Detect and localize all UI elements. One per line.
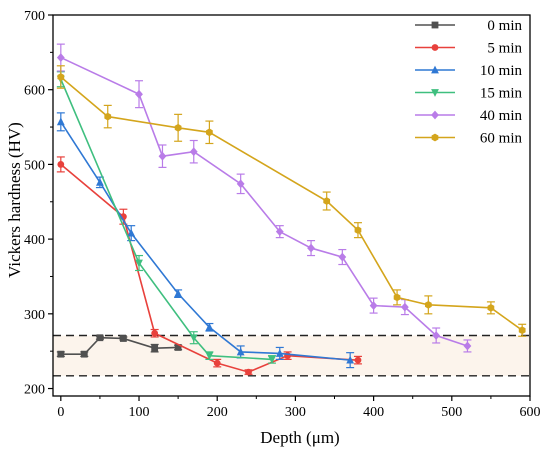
data-point bbox=[80, 350, 88, 358]
x-axis-label: Depth (μm) bbox=[260, 428, 339, 447]
y-axis-label: Vickers hardness (HV) bbox=[5, 122, 24, 278]
data-point bbox=[174, 289, 183, 298]
data-point bbox=[189, 147, 198, 157]
data-point bbox=[432, 331, 441, 340]
data-point bbox=[57, 161, 65, 168]
data-point bbox=[56, 117, 65, 126]
data-point bbox=[205, 322, 214, 331]
y-tick-label: 700 bbox=[24, 9, 45, 24]
series-0 bbox=[56, 334, 183, 358]
y-tick-label: 200 bbox=[24, 383, 45, 398]
data-point bbox=[57, 73, 65, 81]
series-line bbox=[60, 56, 468, 347]
data-point bbox=[135, 259, 143, 268]
data-point bbox=[400, 302, 409, 312]
data-point bbox=[206, 128, 213, 137]
data-point bbox=[354, 226, 362, 235]
legend-label: 10 min bbox=[480, 63, 523, 79]
legend-marker bbox=[431, 44, 439, 51]
legend-item-0: 0 min bbox=[415, 18, 522, 34]
series-5 bbox=[56, 65, 527, 337]
data-point bbox=[346, 355, 355, 364]
legend-item-5: 60 min bbox=[415, 131, 522, 147]
data-point bbox=[57, 350, 65, 358]
data-point bbox=[393, 293, 401, 302]
data-point bbox=[174, 344, 182, 351]
series-line bbox=[60, 76, 523, 331]
data-point bbox=[151, 329, 159, 337]
data-point bbox=[518, 326, 526, 335]
legend-marker bbox=[431, 65, 439, 74]
x-tick-label: 100 bbox=[129, 405, 150, 420]
x-tick-label: 500 bbox=[441, 405, 462, 420]
data-point bbox=[213, 359, 221, 367]
legend-item-2: 10 min bbox=[415, 63, 522, 79]
x-tick-label: 300 bbox=[285, 405, 306, 420]
legend: 0 min 5 min 10 min 15 min 40 min 60 min bbox=[415, 18, 522, 147]
data-point bbox=[96, 177, 104, 186]
data-point bbox=[463, 341, 472, 351]
x-tick-label: 200 bbox=[207, 405, 228, 420]
data-point bbox=[307, 243, 315, 253]
legend-label: 15 min bbox=[480, 86, 523, 102]
legend-item-4: 40 min bbox=[415, 108, 522, 124]
series-line bbox=[60, 121, 351, 361]
data-point bbox=[424, 300, 432, 309]
data-point bbox=[56, 53, 65, 62]
y-tick-label: 400 bbox=[24, 233, 45, 248]
legend-marker bbox=[431, 133, 439, 142]
data-point bbox=[189, 334, 198, 343]
data-point bbox=[268, 355, 276, 364]
data-point bbox=[174, 123, 182, 132]
legend-label: 0 min bbox=[487, 18, 522, 34]
data-point bbox=[135, 89, 143, 99]
series-layer bbox=[56, 43, 527, 376]
series-line bbox=[60, 336, 179, 355]
legend-marker bbox=[431, 21, 439, 29]
data-point bbox=[205, 352, 214, 361]
data-point bbox=[323, 197, 331, 205]
data-point bbox=[158, 151, 167, 161]
data-point bbox=[275, 227, 284, 237]
data-point bbox=[104, 112, 112, 121]
data-point bbox=[275, 349, 284, 357]
y-tick-label: 300 bbox=[24, 308, 45, 323]
series-4 bbox=[56, 43, 472, 353]
data-point bbox=[236, 347, 245, 356]
data-point bbox=[236, 179, 245, 189]
plot-frame bbox=[52, 14, 531, 397]
legend-marker bbox=[431, 89, 439, 97]
data-point bbox=[369, 301, 378, 311]
data-point bbox=[151, 344, 159, 352]
legend-item-1: 5 min bbox=[415, 41, 522, 57]
axes: 0 100 200 300 400 500 600 200 300 400 500 600 700 bbox=[24, 9, 541, 420]
data-point bbox=[127, 228, 136, 237]
x-tick-label: 400 bbox=[363, 405, 384, 420]
series-2 bbox=[56, 112, 355, 369]
x-tick-label: 600 bbox=[520, 405, 541, 420]
legend-label: 5 min bbox=[487, 41, 522, 57]
legend-marker bbox=[431, 110, 439, 120]
x-tick-label: 0 bbox=[57, 405, 64, 420]
legend-item-3: 15 min bbox=[415, 86, 522, 102]
data-point bbox=[354, 356, 362, 364]
legend-label: 40 min bbox=[480, 108, 523, 124]
data-point bbox=[487, 303, 495, 312]
data-point bbox=[119, 335, 127, 342]
y-tick-label: 500 bbox=[24, 158, 45, 173]
data-point bbox=[338, 252, 347, 262]
data-point bbox=[245, 368, 252, 376]
data-point bbox=[96, 334, 104, 342]
y-tick-label: 600 bbox=[24, 84, 45, 99]
legend-label: 60 min bbox=[480, 131, 523, 147]
